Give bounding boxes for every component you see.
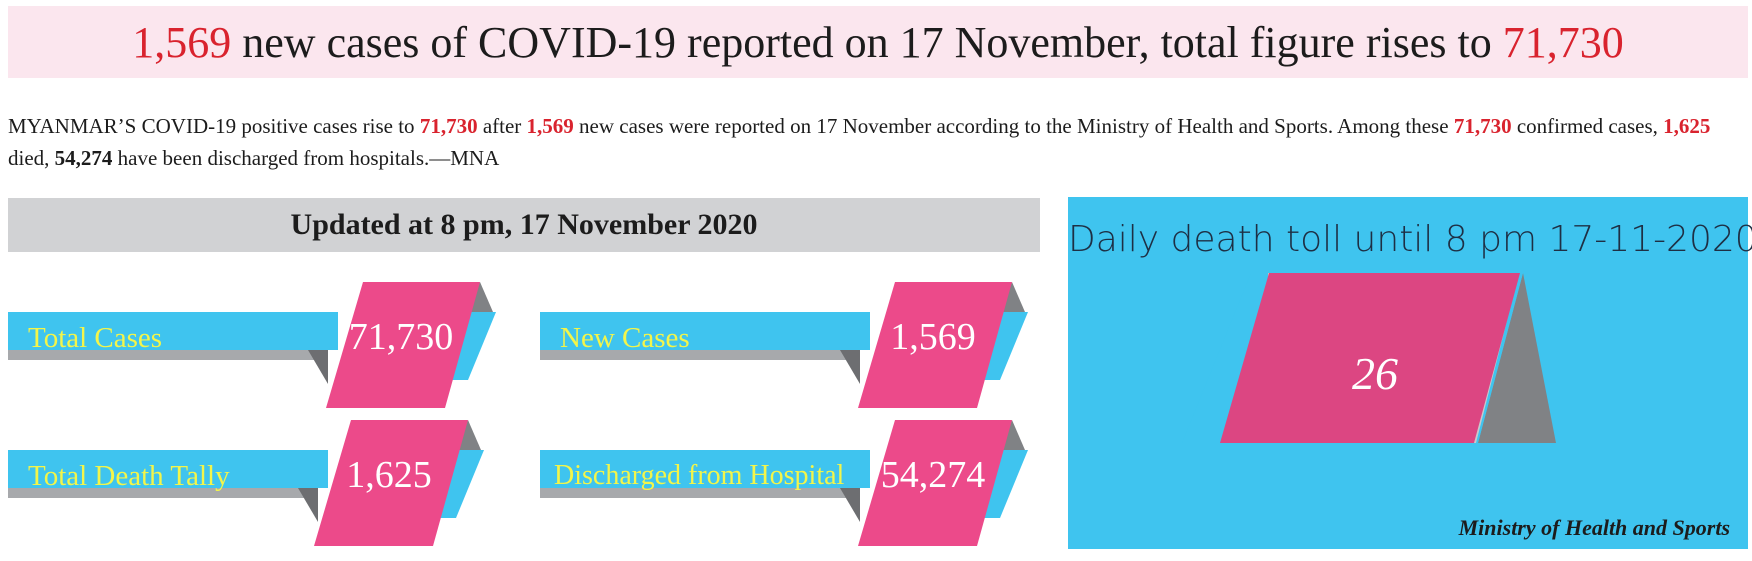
death-toll-graphic — [1182, 273, 1556, 443]
lead-text-1: MYANMAR’S COVID-19 positive cases rise t… — [8, 114, 420, 138]
stat-card-graphic — [540, 420, 1028, 546]
stat-value-discharged: 54,274 — [880, 454, 986, 496]
headline: 1,569 new cases of COVID-19 reported on … — [8, 6, 1748, 78]
daily-death-toll-panel: Daily death toll until 8 pm 17-11-2020 2… — [1068, 197, 1752, 549]
stat-label-total-death-tally: Total Death Tally — [28, 460, 230, 492]
stat-card-discharged: Discharged from Hospital 54,274 — [540, 420, 1040, 550]
headline-total: 71,730 — [1502, 17, 1624, 67]
source-credit: Ministry of Health and Sports — [1458, 515, 1730, 540]
stat-label-new-cases: New Cases — [560, 322, 690, 354]
headline-new-cases: 1,569 — [132, 17, 232, 67]
lead-total-2: 71,730 — [1453, 114, 1512, 138]
stat-card-graphic — [540, 282, 1028, 408]
stat-card-graphic — [8, 420, 484, 546]
stat-value-new-cases: 1,569 — [890, 316, 976, 358]
lead-paragraph: MYANMAR’S COVID-19 positive cases rise t… — [8, 110, 1748, 174]
stat-label-discharged: Discharged from Hospital — [554, 460, 845, 491]
lead-text-6: have been discharged from hospitals.—MNA — [112, 146, 500, 170]
stat-card-total-death-tally: Total Death Tally 1,625 — [8, 420, 508, 550]
death-panel-value: 26 — [1352, 348, 1398, 399]
updated-banner: Updated at 8 pm, 17 November 2020 — [8, 198, 1040, 252]
headline-text: new cases of COVID-19 reported on 17 Nov… — [231, 17, 1503, 67]
stat-card-new-cases: New Cases 1,569 — [540, 282, 1040, 412]
stat-card-total-cases: Total Cases 71,730 — [8, 282, 508, 412]
lead-text-2: after — [477, 114, 527, 138]
lead-text-4: confirmed cases, — [1511, 114, 1664, 138]
stat-value-total-cases: 71,730 — [348, 316, 454, 358]
stat-value-total-death-tally: 1,625 — [346, 454, 432, 496]
lead-text-3: new cases were reported on 17 November a… — [573, 114, 1454, 138]
lead-text-5: died, — [8, 146, 55, 170]
lead-total: 71,730 — [419, 114, 478, 138]
lead-discharged: 54,274 — [54, 146, 113, 170]
lead-deaths: 1,625 — [1663, 114, 1711, 138]
lead-new-cases: 1,569 — [526, 114, 574, 138]
stat-label-total-cases: Total Cases — [28, 322, 163, 354]
stat-card-graphic — [8, 282, 496, 408]
death-panel-title: Daily death toll until 8 pm 17-11-2020 — [1068, 219, 1752, 260]
